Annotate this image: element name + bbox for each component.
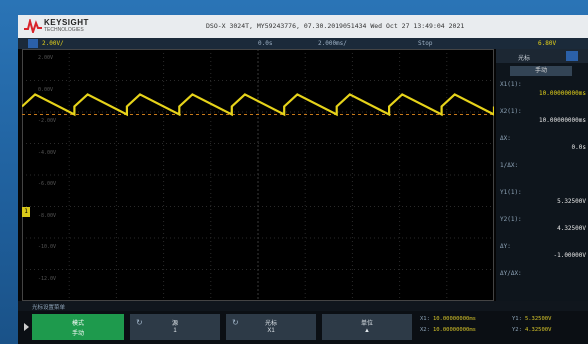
cursor-mode-button[interactable]: 手动: [510, 66, 572, 76]
rotate-knob-icon: ↻: [136, 318, 143, 327]
cursor-readout-key: ΔX:: [500, 135, 511, 142]
grid-label: -2.00V: [38, 118, 57, 124]
grid-label: -8.00V: [38, 212, 57, 219]
ch1-indicator[interactable]: [28, 39, 38, 48]
ch1-scale[interactable]: 2.00V/: [42, 40, 64, 47]
plot-border: [22, 49, 494, 301]
cursor-readout-key: Y2(1):: [500, 216, 522, 223]
y1-readout: Y1: 5.32500V: [512, 316, 552, 322]
softkey-cursor[interactable]: ↻ 光标 X1: [226, 314, 316, 340]
waveform-plot[interactable]: 2.00V 0.00V -2.00V -4.00V -6.00V -8.00V -10.0V…: [22, 49, 494, 301]
trigger-level[interactable]: 6.80V: [538, 40, 557, 47]
softkey-value: ▲: [364, 328, 370, 334]
cursor-panel-header: 光标: [496, 49, 588, 63]
panel-tab[interactable]: [566, 51, 578, 61]
y2-readout: Y2: 4.32500V: [512, 327, 552, 333]
ch1-ground-marker[interactable]: 1: [22, 207, 30, 217]
timebase-pos[interactable]: 0.0s: [258, 40, 273, 47]
menu-title: 光标设置菜单: [32, 305, 66, 311]
cursor-readout-value: 5.32500V: [557, 198, 586, 205]
softkey-label: 模式: [71, 321, 84, 327]
grid-label: 0.00V: [38, 86, 54, 93]
cursor-readout-value: 10.00000000ms: [539, 90, 586, 97]
back-arrow-icon[interactable]: [24, 323, 29, 331]
cursor-readout-value: -1.00000V: [553, 252, 586, 259]
softkey-value: X1: [267, 328, 275, 334]
cursor-readout-value: 4.32500V: [557, 225, 586, 232]
trigger-status: Stop: [418, 40, 433, 47]
cursor-readout-key: 1/ΔX:: [500, 162, 519, 169]
cursor-readout-key: X2(1):: [500, 108, 522, 115]
grid-label: -10.0V: [38, 244, 57, 250]
menu-title-bar: 光标设置菜单: [18, 301, 588, 311]
grid-label: -6.00V: [38, 181, 57, 187]
cursor-panel-title: 光标: [518, 55, 531, 62]
grid-label: -12.0V: [38, 275, 57, 282]
cursor-readout-key: ΔY/ΔX:: [500, 270, 522, 277]
brand-subtitle: TECHNOLOGIES: [44, 27, 84, 33]
softkey-source[interactable]: ↻ 源 1: [130, 314, 220, 340]
cursor-readout-key: X1(1):: [500, 81, 522, 88]
title-bar: KEYSIGHT TECHNOLOGIES DSO-X 3024T, MY592…: [18, 15, 588, 38]
softkey-value: 手动: [71, 331, 84, 337]
softkey-mode[interactable]: 模式 手动: [32, 314, 124, 340]
cursor-readout-value: 0.0s: [571, 144, 586, 151]
cursor-readout-key: ΔY:: [500, 243, 511, 250]
brand-name: KEYSIGHT: [44, 18, 89, 27]
scope-screen: KEYSIGHT TECHNOLOGIES DSO-X 3024T, MY592…: [18, 15, 588, 344]
cursor-panel: 光标 手动 X1(1): 10.00000000ms X2(1): 10.000000…: [496, 49, 588, 301]
softkey-bar: 模式 手动 ↻ 源 1 ↻ 光标 X1 单位 ▲ X1: 10.00000000m…: [18, 311, 588, 344]
softkey-label: 源: [171, 321, 178, 327]
softkey-value: 1: [173, 328, 177, 334]
cursor-readout-key: Y1(1):: [500, 189, 522, 196]
softkey-label: 单位: [360, 321, 373, 327]
timebase-scale[interactable]: 2.000ms/: [318, 40, 347, 47]
keysight-logo: KEYSIGHT TECHNOLOGIES: [24, 18, 114, 36]
grid-label: 2.00V: [38, 55, 54, 61]
cursor-readout-value: 10.00000000ms: [539, 117, 586, 124]
softkey-units[interactable]: 单位 ▲: [322, 314, 412, 340]
grid-label: -4.00V: [38, 149, 57, 156]
keysight-wave-icon: [24, 19, 42, 33]
status-bar: 2.00V/ 0.0s 2.000ms/ Stop 6.80V: [18, 38, 588, 49]
softkey-label: 光标: [264, 321, 277, 327]
model-info: DSO-X 3024T, MY59243776, 07.30.201905143…: [206, 22, 465, 30]
rotate-knob-icon: ↻: [232, 318, 239, 327]
x2-readout: X2: 10.00000000ms: [420, 327, 476, 333]
x1-readout: X1: 10.00000000ms: [420, 316, 476, 322]
ch1-trace: [22, 93, 494, 117]
waveform-grid: [22, 49, 494, 301]
